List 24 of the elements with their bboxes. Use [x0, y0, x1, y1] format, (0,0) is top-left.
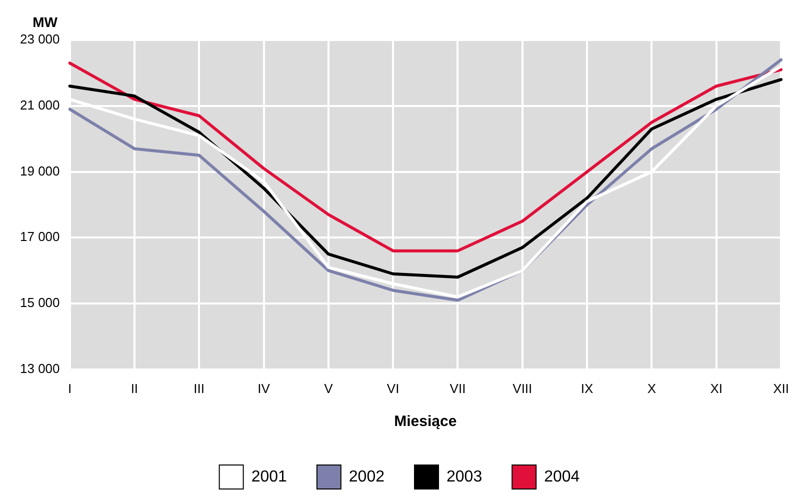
- legend-label: 2004: [544, 468, 580, 486]
- legend-label: 2002: [348, 468, 385, 486]
- y-tick-label: 23 000: [20, 32, 60, 47]
- x-tick-label: I: [68, 380, 72, 396]
- y-tick-label: 17 000: [20, 229, 60, 244]
- y-tick-label: 19 000: [20, 163, 60, 178]
- legend-label: 2003: [446, 468, 482, 486]
- y-tick-label: 15 000: [20, 295, 60, 310]
- x-axis-title: Miesiące: [394, 413, 457, 430]
- legend-label: 2001: [251, 468, 288, 486]
- x-tick-label: III: [194, 380, 205, 396]
- x-tick-label: VIII: [512, 380, 532, 396]
- x-tick-label: X: [647, 380, 656, 396]
- x-tick-label: IX: [580, 380, 594, 396]
- x-tick-label: V: [324, 380, 334, 396]
- x-tick-label: XII: [773, 380, 790, 396]
- x-tick-label: XI: [710, 380, 723, 396]
- x-tick-label: IV: [258, 380, 270, 396]
- x-tick-label: VII: [450, 380, 466, 396]
- y-axis-title: MW: [32, 14, 58, 30]
- x-tick-label: VI: [386, 380, 400, 396]
- y-tick-label: 13 000: [20, 360, 60, 376]
- x-tick-label: II: [130, 380, 138, 396]
- y-tick-label: 21 000: [20, 97, 60, 112]
